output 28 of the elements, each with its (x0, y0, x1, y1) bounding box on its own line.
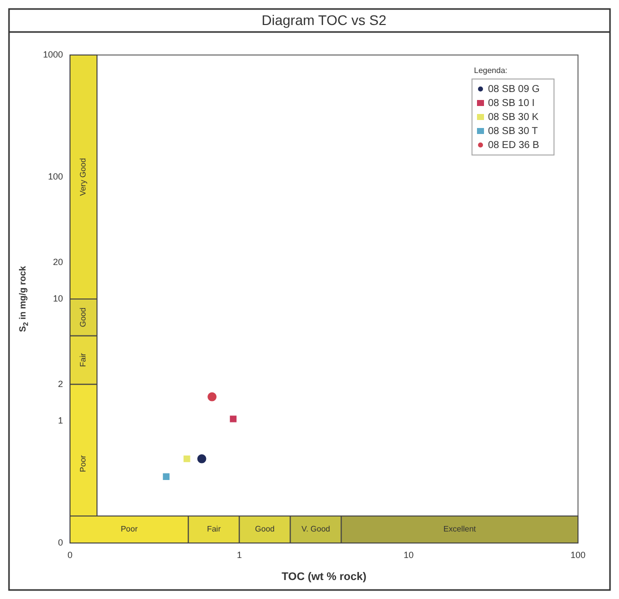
band-label: Good (255, 524, 275, 534)
legend-label: 08 SB 09 G (488, 84, 540, 95)
band-label: Fair (206, 524, 222, 534)
legend-label: 08 SB 30 K (488, 112, 539, 123)
y-tick-label: 2 (58, 378, 63, 389)
y-tick-label: 1000 (42, 49, 63, 60)
legend-label: 08 SB 30 T (488, 126, 538, 137)
band-label: Excellent (443, 524, 477, 534)
y-tick-label: 0 (58, 537, 63, 548)
x-tick-label: 100 (570, 550, 586, 560)
y-tick-label: 20 (52, 256, 63, 267)
x-tick-label: 10 (404, 550, 414, 560)
band-label: Good (78, 308, 88, 328)
band-label: V. Good (301, 524, 330, 534)
chart-title: Diagram TOC vs S2 (262, 12, 387, 28)
x-axis-title: TOC (wt % rock) (282, 571, 367, 584)
y-tick-label: 1 (58, 415, 63, 426)
band-label: Very Good (78, 158, 88, 196)
legend-title: Legenda: (474, 66, 508, 76)
band-label: Fair (78, 352, 88, 367)
x-tick-label: 0 (67, 550, 73, 560)
y-tick-label: 10 (52, 293, 63, 304)
legend-label: 08 ED 36 B (488, 140, 540, 151)
band-label: Poor (120, 524, 138, 534)
legend-label: 08 SB 10 I (488, 98, 535, 109)
band-label: Poor (78, 454, 88, 472)
y-tick-label: 100 (48, 171, 63, 182)
x-tick-label: 1 (236, 550, 242, 560)
